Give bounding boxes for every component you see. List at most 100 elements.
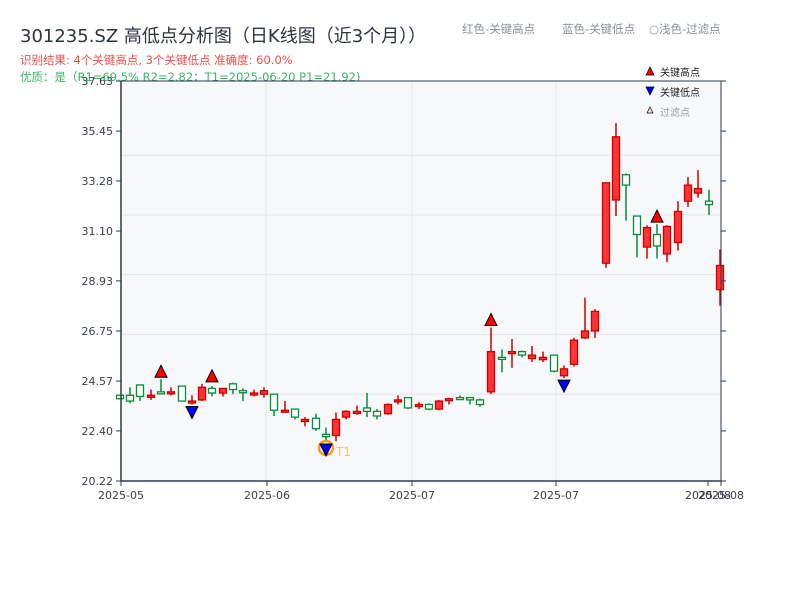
candle (662, 225, 672, 263)
candle (424, 403, 434, 411)
key-point-markers: T1 (154, 209, 664, 459)
candle (341, 410, 351, 420)
candle (331, 412, 341, 442)
candle (197, 383, 207, 402)
key-low-marker (185, 405, 199, 420)
x-tick-label: 2025-08 (685, 489, 731, 502)
candle (580, 297, 590, 340)
candle (497, 349, 507, 373)
candle (259, 387, 269, 398)
legend-low-label: 关键低点 (660, 86, 700, 99)
x-tick-label: 2025-07 (389, 489, 435, 502)
legend-filtered-label: 过滤点 (660, 106, 690, 119)
candle (146, 389, 156, 400)
chart-title: 301235.SZ 高低点分析图（日K线图（近3个月）） (20, 26, 427, 47)
legend-blue-desc: 蓝色-关键低点 (562, 22, 636, 36)
x-tick-label: 2025-07 (533, 489, 579, 502)
candle (280, 401, 290, 413)
candle (569, 337, 579, 367)
t1-label: T1 (335, 445, 351, 459)
key-high-marker (205, 368, 219, 383)
plot-area (121, 81, 721, 481)
candle (559, 365, 569, 379)
y-tick-label: 22.40 (82, 425, 114, 438)
candle (207, 386, 217, 397)
candle (517, 350, 527, 358)
candle (434, 399, 444, 411)
candle (156, 379, 166, 395)
candle (475, 398, 485, 407)
candle (621, 173, 631, 221)
candle (218, 387, 228, 397)
candle (652, 224, 662, 259)
candle (444, 397, 454, 405)
candle (538, 351, 548, 362)
candle (673, 201, 683, 251)
candle (321, 427, 331, 442)
candle (549, 354, 559, 373)
candle (393, 395, 403, 405)
y-tick-label: 28.93 (82, 275, 114, 288)
candle (269, 393, 279, 416)
candle (383, 403, 393, 415)
candle (290, 408, 300, 420)
y-tick-label: 37.63 (82, 75, 114, 88)
candle (187, 395, 197, 405)
candle (414, 402, 424, 410)
candle (352, 405, 362, 415)
legend-red-desc: 红色-关键高点 (462, 22, 536, 36)
key-low-marker (319, 443, 333, 458)
legend-light-desc: ○浅色-过滤点 (649, 22, 721, 36)
candle (300, 417, 310, 427)
y-tick-label: 24.57 (82, 375, 114, 388)
key-high-marker (650, 209, 664, 223)
x-tick-label: 2025-08 (698, 489, 744, 502)
candle (632, 215, 642, 258)
candle (249, 389, 259, 397)
candle (177, 385, 187, 402)
candle (135, 384, 145, 402)
candle (642, 225, 652, 259)
candle (455, 395, 465, 401)
candle (238, 388, 248, 402)
chart-legend: 关键高点 关键低点 过滤点 (645, 66, 700, 119)
candle (403, 396, 413, 410)
y-tick-label: 20.22 (82, 475, 114, 488)
candle (228, 382, 238, 395)
candle (372, 409, 382, 420)
candle (704, 189, 714, 215)
y-tick-label: 35.45 (82, 125, 114, 138)
candle (362, 393, 372, 418)
grid-lines (121, 81, 721, 481)
candles (115, 123, 725, 442)
candle (527, 345, 537, 362)
y-tick-label: 26.75 (82, 325, 114, 338)
candle (715, 249, 725, 306)
result-summary: 识别结果: 4个关键高点, 3个关键低点 准确度: 60.0% (20, 53, 293, 67)
candle (601, 182, 611, 268)
y-tick-label: 33.28 (82, 175, 114, 188)
x-tick-label: 2025-05 (98, 489, 144, 502)
low-marker-icon (645, 86, 655, 96)
high-marker-icon (645, 66, 655, 76)
key-high-marker (154, 364, 168, 378)
x-axis-ticks: 2025-05 2025-06 2025-07 2025-07 2025-082025-… (98, 481, 744, 502)
y-axis-ticks: 20.22 22.40 24.57 26.75 28.93 31.10 33.28 35.45… (82, 75, 726, 488)
candle (166, 387, 176, 396)
candle (465, 396, 475, 405)
candle (115, 394, 125, 400)
candle (507, 339, 517, 368)
candle (693, 170, 703, 198)
key-low-marker (557, 379, 571, 394)
x-tick-label: 2025-06 (244, 489, 290, 502)
candle (311, 413, 321, 431)
filtered-marker-icon (646, 106, 654, 114)
candle (611, 123, 621, 217)
candle (125, 387, 135, 404)
legend-high-label: 关键高点 (660, 66, 700, 79)
candle (590, 309, 600, 338)
y-tick-label: 31.10 (82, 225, 114, 238)
candle (486, 327, 496, 395)
candle (683, 177, 693, 207)
key-high-marker (484, 312, 498, 327)
